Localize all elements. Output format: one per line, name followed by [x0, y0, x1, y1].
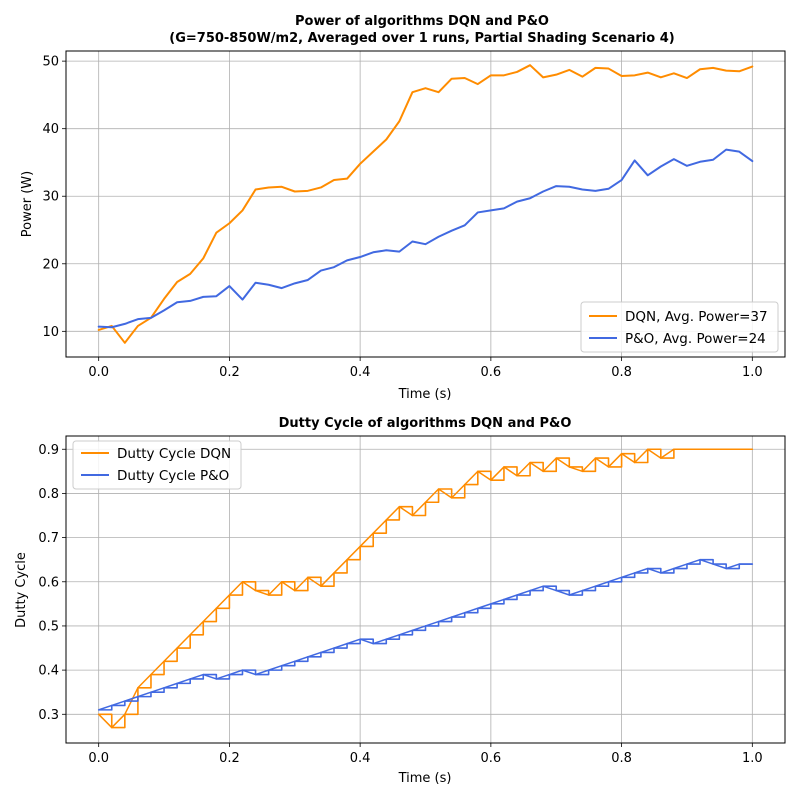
power-chart-y-ticks: 10 20 30 40 50: [42, 55, 66, 340]
y-tick-label: 0.8: [38, 487, 59, 502]
duty-chart-title: Dutty Cycle of algorithms DQN and P&O: [279, 416, 572, 431]
power-chart-legend: DQN, Avg. Power=37 P&O, Avg. Power=24: [580, 301, 779, 353]
x-tick-label: 0.2: [219, 751, 240, 766]
y-tick-label: 0.4: [38, 664, 59, 679]
series-line-0: [97, 448, 754, 729]
x-tick-label: 0.4: [350, 365, 371, 380]
duty-chart-y-ticks: 0.3 0.4 0.5 0.6 0.7 0.8 0.9: [38, 443, 66, 723]
duty-chart-y-axis-label: Dutty Cycle: [14, 552, 29, 628]
legend-label-duty-po: Dutty Cycle P&O: [117, 468, 229, 484]
x-tick-label: 0.0: [88, 365, 109, 380]
power-chart-title: Power of algorithms DQN and P&O: [295, 14, 549, 29]
duty-chart-frame: [65, 435, 786, 744]
y-tick-label: 40: [42, 122, 59, 137]
x-tick-label: 1.0: [742, 751, 763, 766]
x-tick-label: 0.0: [88, 751, 109, 766]
x-tick-label: 0.4: [350, 751, 371, 766]
x-tick-label: 0.6: [481, 365, 502, 380]
power-chart-x-ticks: 0.0 0.2 0.4 0.6 0.8 1.0: [88, 357, 763, 380]
legend-label-po-power: P&O, Avg. Power=24: [625, 331, 766, 347]
power-chart-subtitle: (G=750-850W/m2, Averaged over 1 runs, Pa…: [169, 31, 674, 46]
x-tick-label: 0.2: [219, 365, 240, 380]
y-tick-label: 0.7: [38, 531, 59, 546]
power-chart-frame: [65, 50, 786, 358]
power-chart-legend-box: [580, 301, 779, 353]
y-tick-label: 0.3: [38, 708, 59, 723]
power-chart-y-axis-label: Power (W): [20, 171, 35, 237]
y-tick-label: 30: [42, 190, 59, 205]
duty-chart-x-ticks: 0.0 0.2 0.4 0.6 0.8 1.0: [88, 743, 763, 766]
duty-chart-grid: [66, 436, 785, 743]
y-tick-label: 10: [42, 325, 59, 340]
series-line-1: [97, 558, 754, 711]
y-tick-label: 50: [42, 55, 59, 70]
series-line-1: [97, 148, 754, 329]
power-chart: Power of algorithms DQN and P&O (G=750-8…: [20, 14, 786, 402]
y-tick-label: 0.5: [38, 619, 59, 634]
duty-chart-series-group: [97, 448, 754, 729]
x-tick-label: 1.0: [742, 365, 763, 380]
x-tick-label: 0.8: [611, 365, 632, 380]
legend-label-duty-dqn: Dutty Cycle DQN: [117, 446, 231, 462]
y-tick-label: 0.6: [38, 575, 59, 590]
duty-chart-legend: Dutty Cycle DQN Dutty Cycle P&O: [72, 440, 242, 490]
duty-chart-legend-box: [72, 440, 242, 490]
x-tick-label: 0.6: [481, 751, 502, 766]
duty-chart-x-axis-label: Time (s): [398, 771, 452, 786]
power-chart-series-group: [97, 64, 754, 344]
y-tick-label: 20: [42, 257, 59, 272]
x-tick-label: 0.8: [611, 751, 632, 766]
y-tick-label: 0.9: [38, 443, 59, 458]
duty-cycle-chart: Dutty Cycle of algorithms DQN and P&O 0.…: [14, 416, 786, 786]
power-chart-x-axis-label: Time (s): [398, 387, 452, 402]
series-line-0: [97, 64, 754, 344]
legend-label-dqn-power: DQN, Avg. Power=37: [625, 309, 768, 325]
